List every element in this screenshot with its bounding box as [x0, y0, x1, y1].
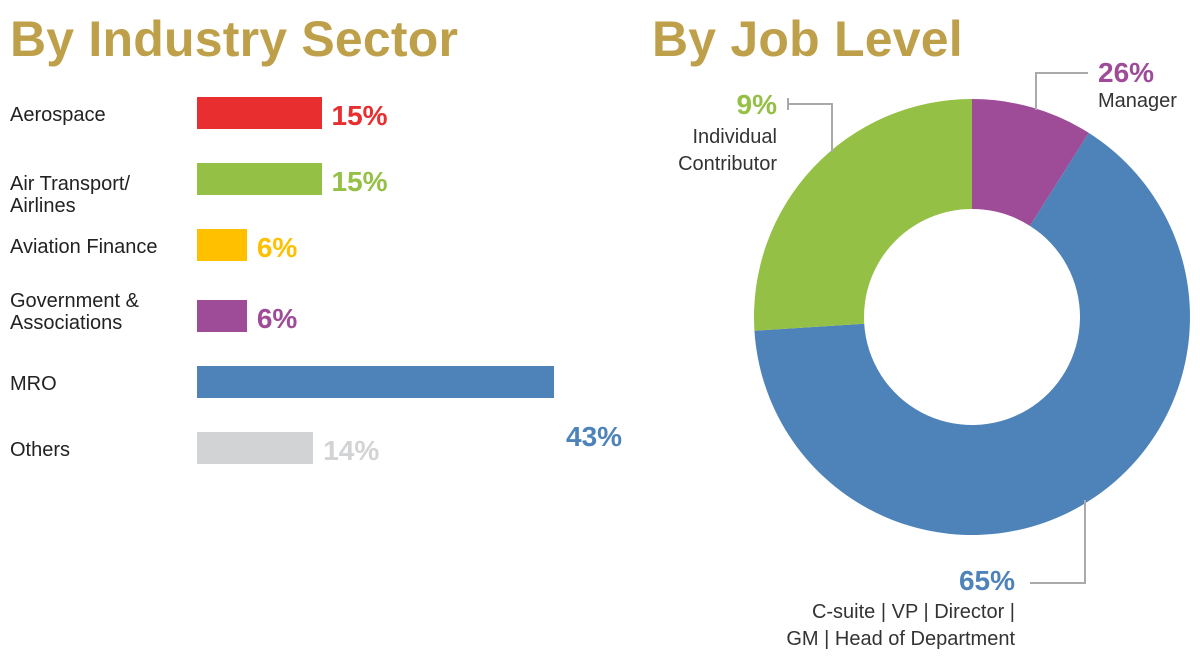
leader-line-manager	[1035, 72, 1088, 110]
donut-pct-individual-contributor: 9%	[736, 89, 777, 120]
category-label-line: Others	[10, 439, 71, 461]
bar-1	[197, 97, 322, 129]
donut-label-manager: Manager	[1098, 90, 1177, 112]
category-label-5: MRO	[10, 373, 57, 395]
category-label-line: Government &	[10, 290, 139, 312]
donut-chart-title: By Job Level	[652, 11, 963, 67]
bar-value-label-1: 15%	[331, 100, 388, 131]
bar-value-label-4: 6%	[256, 303, 298, 334]
category-label-6: Others	[10, 439, 70, 461]
leader-line-c-suite	[1030, 500, 1086, 584]
donut-label-individual-contributor-line-2: Contributor	[678, 153, 777, 175]
category-label-1: Aerospace	[10, 104, 106, 126]
bar-5	[197, 366, 554, 398]
category-label-line: Air Transport/	[10, 173, 131, 195]
category-label-3: Aviation Finance	[10, 236, 158, 258]
leader-line-individual-contributor	[788, 103, 833, 152]
donut-label-individual-contributor-line-1: Individual	[692, 126, 777, 148]
category-label-line: Airlines	[10, 195, 76, 217]
bar-2	[197, 163, 322, 195]
donut-pct-c-suite: 65%	[958, 565, 1015, 596]
bar-value-label-6: 14%	[323, 435, 380, 466]
donut-label-c-suite-line-1: C-suite | VP | Director |	[811, 601, 1015, 623]
bar-4	[197, 300, 247, 332]
bar-value-label-3: 6%	[256, 232, 298, 263]
bar-6	[197, 432, 314, 464]
category-label-line: Aviation Finance	[10, 236, 158, 258]
category-label-4: Government & Associations	[10, 290, 139, 334]
donut-pct-manager: 26%	[1098, 57, 1155, 88]
bar-value-label-5: 43%	[566, 421, 623, 452]
bar-3	[197, 229, 247, 261]
category-label-line: Aerospace	[10, 104, 106, 126]
bar-chart-title: By Industry Sector	[10, 11, 459, 67]
donut-label-c-suite-line-2: GM | Head of Department	[786, 628, 1015, 650]
slice-individual-contributor	[754, 98, 972, 331]
slice-c-suite	[754, 132, 1190, 536]
bar-value-label-2: 15%	[331, 166, 388, 197]
slice-manager	[972, 99, 1089, 226]
category-label-2: Air Transport/Airlines	[10, 173, 130, 217]
category-label-line: Associations	[10, 312, 123, 334]
category-label-line: MRO	[10, 373, 57, 395]
